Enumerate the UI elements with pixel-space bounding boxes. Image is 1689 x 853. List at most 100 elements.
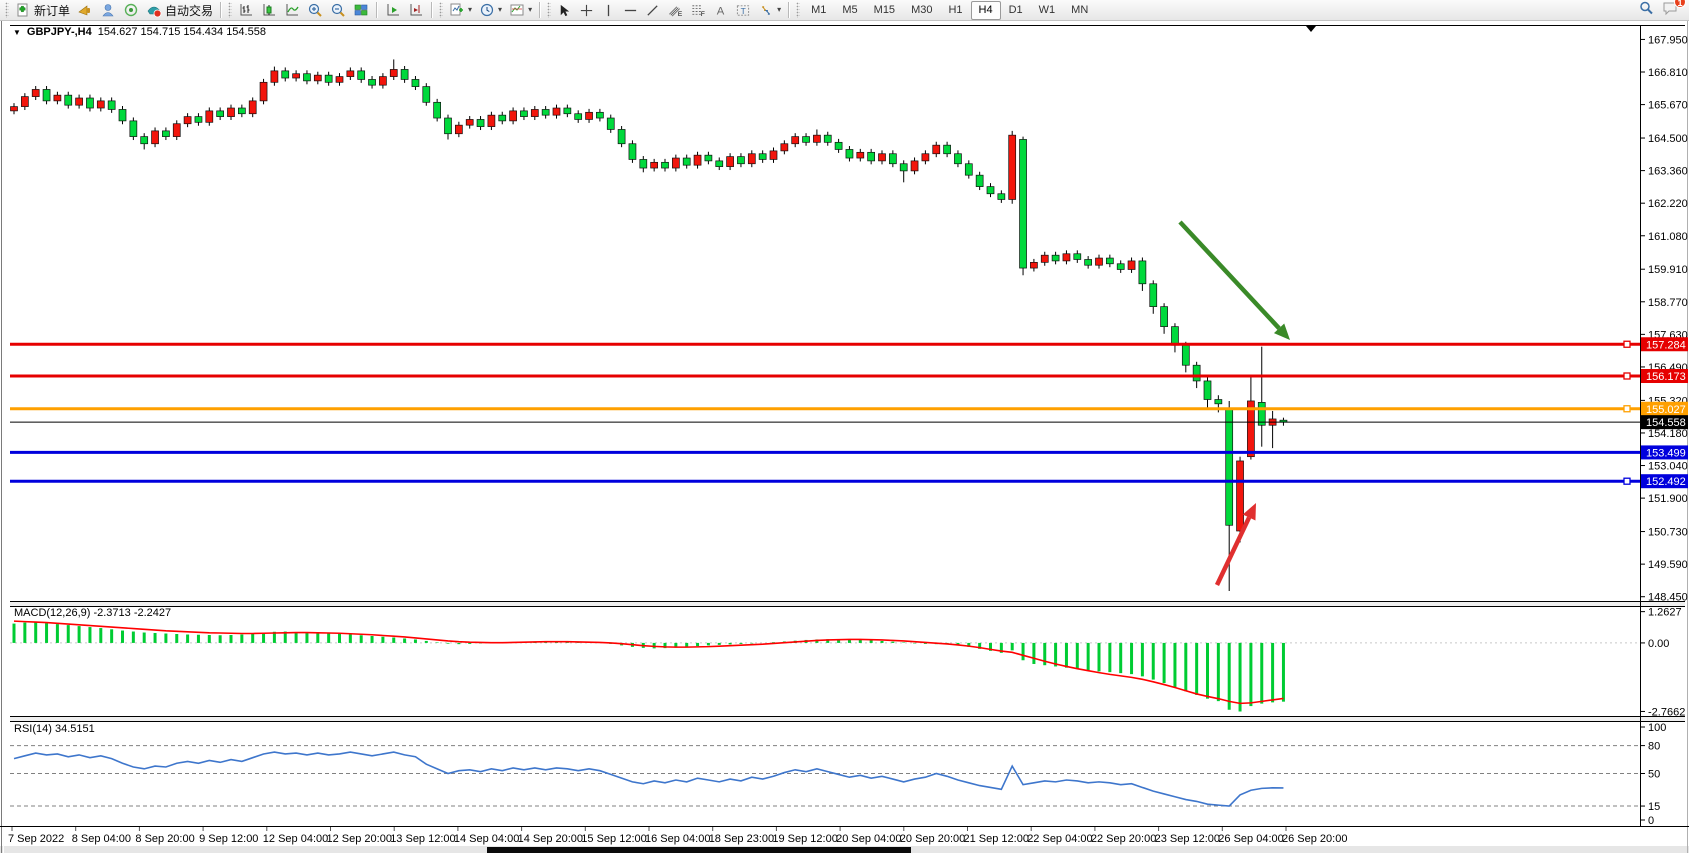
candle-body — [313, 74, 322, 82]
candle-body — [737, 156, 745, 165]
timeframe-mn[interactable]: MN — [1071, 3, 1089, 16]
candle-body — [813, 134, 821, 143]
chart-shift-marker[interactable] — [1306, 26, 1316, 32]
text-button[interactable]: A — [710, 1, 731, 20]
crosshair-icon — [580, 4, 593, 16]
candle-body — [1019, 139, 1027, 269]
timeframe-m30[interactable]: M30 — [911, 3, 933, 16]
candle-body — [205, 110, 214, 123]
templates-button[interactable]: ▾ — [506, 1, 535, 20]
horizontal-line-button[interactable] — [620, 1, 641, 20]
zoom-out-button[interactable] — [327, 1, 349, 20]
red-arrow-object-head — [1242, 503, 1256, 521]
toolbar-grip[interactable] — [547, 2, 552, 18]
timeframes-button[interactable]: ▾ — [476, 1, 505, 20]
price-tick-label: 166.810 — [1648, 67, 1688, 79]
arrows-button[interactable]: ▾ — [755, 1, 784, 20]
toolbar-separator — [788, 2, 791, 18]
chart-ohlc-values: 154.627 154.715 154.434 154.558 — [97, 26, 266, 38]
bar-chart-button[interactable] — [235, 1, 257, 20]
line-handle[interactable] — [1623, 340, 1631, 348]
time-tick-label: 18 Sep 23:00 — [709, 833, 774, 845]
time-tick-label: 26 Sep 04:00 — [1218, 833, 1283, 845]
new-order-button[interactable]: 新订单 — [12, 1, 73, 20]
auto-scroll-button[interactable] — [382, 1, 404, 20]
tile-windows-button[interactable] — [350, 1, 372, 20]
signals-button[interactable] — [120, 1, 142, 20]
candle-body — [606, 117, 615, 130]
rsi-indicator-label: RSI(14) 34.5151 — [14, 723, 95, 735]
candle-body — [1116, 263, 1125, 270]
candle-body — [1203, 380, 1212, 400]
trendline-button[interactable] — [642, 1, 663, 20]
candle-body — [932, 144, 941, 155]
time-tick-label: 22 Sep 04:00 — [1027, 833, 1092, 845]
candle-body — [498, 114, 507, 122]
timeframe-m1[interactable]: M1 — [811, 3, 827, 16]
time-tick-label: 9 Sep 12:00 — [199, 833, 258, 845]
green-arrow-object[interactable] — [1178, 220, 1281, 330]
pane-separator-bar[interactable] — [10, 602, 1685, 606]
chat-button[interactable]: 1 — [1662, 0, 1686, 21]
timeframe-d1[interactable]: D1 — [1008, 3, 1023, 16]
time-tick-label: 19 Sep 12:00 — [772, 833, 837, 845]
indicators-button[interactable]: ▾ — [446, 1, 475, 20]
time-tick-label: 15 Sep 12:00 — [581, 833, 646, 845]
timeframe-w1[interactable]: W1 — [1038, 3, 1056, 16]
candle-body — [899, 163, 908, 172]
candle-body — [96, 100, 105, 109]
toolbar-grip[interactable] — [5, 2, 9, 18]
search-icon[interactable] — [1638, 0, 1654, 21]
chart-shift-icon — [410, 4, 423, 16]
cursor-button[interactable] — [554, 1, 575, 20]
cursor-icon — [560, 4, 570, 16]
line-handle[interactable] — [1623, 405, 1631, 413]
rsi-tick-label: 50 — [1648, 769, 1660, 781]
price-tick-label: 164.500 — [1648, 133, 1688, 145]
candle-body — [617, 129, 626, 145]
text-label-button[interactable]: T — [732, 1, 754, 20]
candlestick-button[interactable] — [258, 1, 280, 20]
candle-body — [1008, 134, 1017, 200]
line-chart-icon — [286, 4, 299, 16]
fibonacci-button[interactable]: F — [687, 1, 709, 20]
pane-separator-bar[interactable] — [10, 717, 1685, 721]
vertical-line-button[interactable] — [598, 1, 619, 20]
crosshair-button[interactable] — [576, 1, 597, 20]
candle-body — [671, 157, 680, 169]
chart-dropdown-icon[interactable]: ▼ — [13, 27, 21, 37]
candle-body — [1171, 326, 1179, 346]
price-tick-label: 162.220 — [1648, 198, 1688, 210]
timeframe-m15[interactable]: M15 — [873, 3, 896, 16]
line-handle[interactable] — [1623, 372, 1631, 380]
candle-body — [823, 134, 832, 143]
community-button[interactable] — [97, 1, 119, 20]
toolbar-grip[interactable] — [439, 2, 444, 18]
toolbar-grip[interactable] — [796, 2, 801, 18]
toolbar-grip[interactable] — [228, 2, 233, 18]
candle-body — [1062, 253, 1071, 262]
price-badge-label: 157.284 — [1646, 339, 1686, 351]
chart-shift-button[interactable] — [405, 1, 427, 20]
candle-body — [455, 124, 463, 135]
candle-body — [42, 89, 51, 102]
candle-body — [151, 130, 159, 145]
timeframe-h1[interactable]: H1 — [948, 3, 963, 16]
svg-text:F: F — [701, 11, 705, 18]
channel-button[interactable]: E — [664, 1, 686, 20]
red-arrow-object[interactable] — [1214, 516, 1252, 586]
chart-canvas[interactable]: 167.950 166.810 165.670 164.500 163.360 162.2… — [0, 21, 1689, 853]
zoom-in-button[interactable] — [304, 1, 326, 20]
chart-title[interactable]: ▼ GBPJPY-,H4 154.627 154.715 154.434 154… — [13, 26, 266, 38]
rsi-tick-label: 0 — [1648, 815, 1654, 827]
timeframe-m5[interactable]: M5 — [842, 3, 858, 16]
candle-body — [444, 117, 452, 135]
news-button[interactable] — [74, 1, 96, 20]
candle-body — [747, 153, 756, 165]
line-handle[interactable] — [1623, 477, 1631, 485]
line-chart-button[interactable] — [281, 1, 303, 20]
svg-text:E: E — [678, 11, 683, 18]
timeframe-h4[interactable]: H4 — [970, 0, 1001, 20]
autotrading-button[interactable]: 自动交易 — [143, 1, 216, 20]
candle-body — [856, 151, 865, 159]
